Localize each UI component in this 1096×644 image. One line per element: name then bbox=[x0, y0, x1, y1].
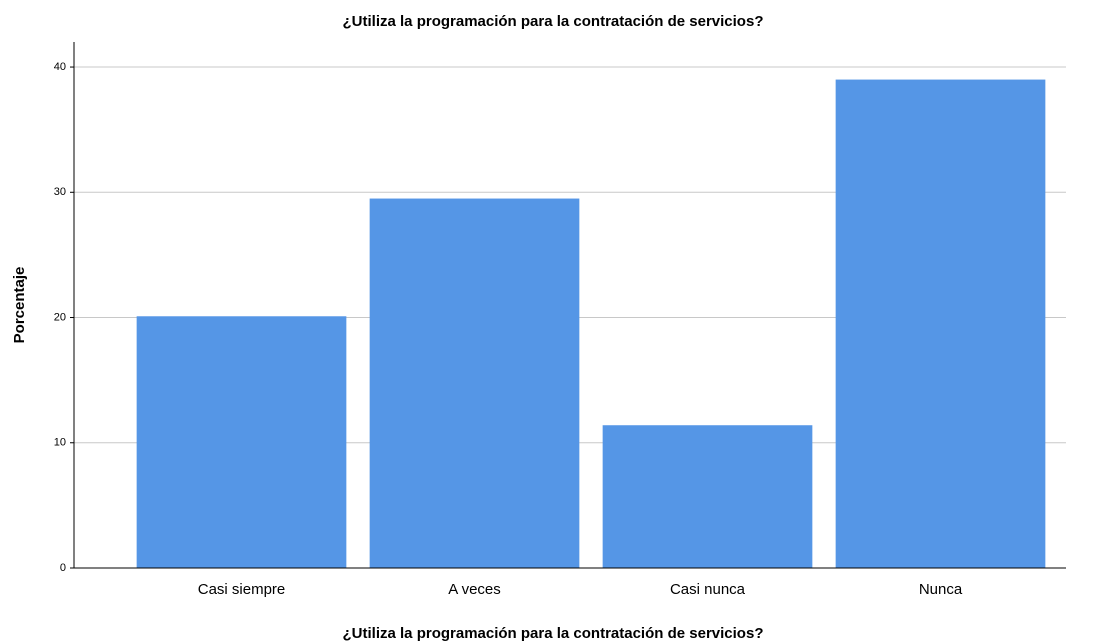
y-tick-label: 10 bbox=[54, 437, 66, 449]
y-tick-label: 30 bbox=[54, 186, 66, 198]
y-axis-title: Porcentaje bbox=[11, 267, 28, 344]
x-tick-label: Casi nunca bbox=[670, 581, 746, 598]
bar bbox=[369, 198, 580, 569]
x-tick-label: A veces bbox=[448, 581, 501, 598]
bar bbox=[136, 316, 347, 568]
x-tick-label: Nunca bbox=[919, 581, 963, 598]
x-tick-label: Casi siempre bbox=[198, 581, 286, 598]
chart-title: ¿Utiliza la programación para la contrat… bbox=[343, 13, 764, 30]
y-tick-label: 0 bbox=[60, 562, 66, 574]
y-tick-label: 40 bbox=[54, 61, 66, 73]
x-axis-title: ¿Utiliza la programación para la contrat… bbox=[343, 625, 764, 642]
y-tick-label: 20 bbox=[54, 311, 66, 323]
bar bbox=[602, 425, 813, 568]
bar bbox=[835, 79, 1046, 569]
